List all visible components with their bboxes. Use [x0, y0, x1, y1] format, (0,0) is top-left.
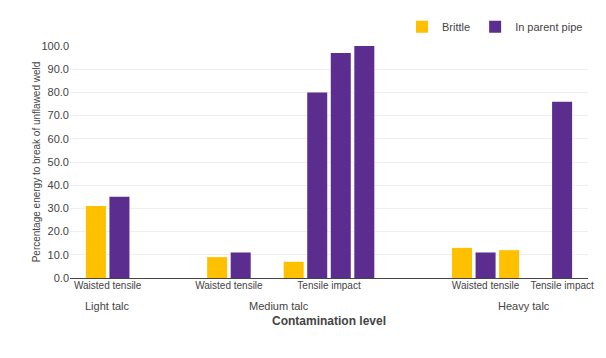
svg-text:Light talc: Light talc — [85, 300, 130, 312]
svg-text:In parent pipe: In parent pipe — [515, 21, 582, 33]
svg-text:Brittle: Brittle — [442, 21, 470, 33]
svg-text:80.0: 80.0 — [48, 86, 69, 98]
svg-text:0.0: 0.0 — [54, 272, 69, 284]
svg-text:Heavy talc: Heavy talc — [498, 300, 550, 312]
svg-text:60.0: 60.0 — [48, 133, 69, 145]
svg-text:Waisted tensile: Waisted tensile — [74, 280, 142, 291]
svg-text:90.0: 90.0 — [48, 63, 69, 75]
svg-text:Contamination level: Contamination level — [272, 314, 386, 328]
svg-text:Medium talc: Medium talc — [249, 300, 309, 312]
svg-text:Percentage energy to break of: Percentage energy to break of unflawed w… — [31, 62, 42, 263]
svg-text:40.0: 40.0 — [48, 179, 69, 191]
svg-text:30.0: 30.0 — [48, 202, 69, 214]
svg-text:Tensile impact: Tensile impact — [297, 280, 361, 291]
svg-text:20.0: 20.0 — [48, 225, 69, 237]
svg-text:10.0: 10.0 — [48, 249, 69, 261]
svg-text:70.0: 70.0 — [48, 109, 69, 121]
svg-text:50.0: 50.0 — [48, 156, 69, 168]
svg-text:100.0: 100.0 — [41, 40, 69, 52]
svg-text:Waisted tensile: Waisted tensile — [452, 280, 520, 291]
svg-text:Waisted tensile: Waisted tensile — [195, 280, 263, 291]
svg-text:Tensile impact: Tensile impact — [530, 280, 594, 291]
